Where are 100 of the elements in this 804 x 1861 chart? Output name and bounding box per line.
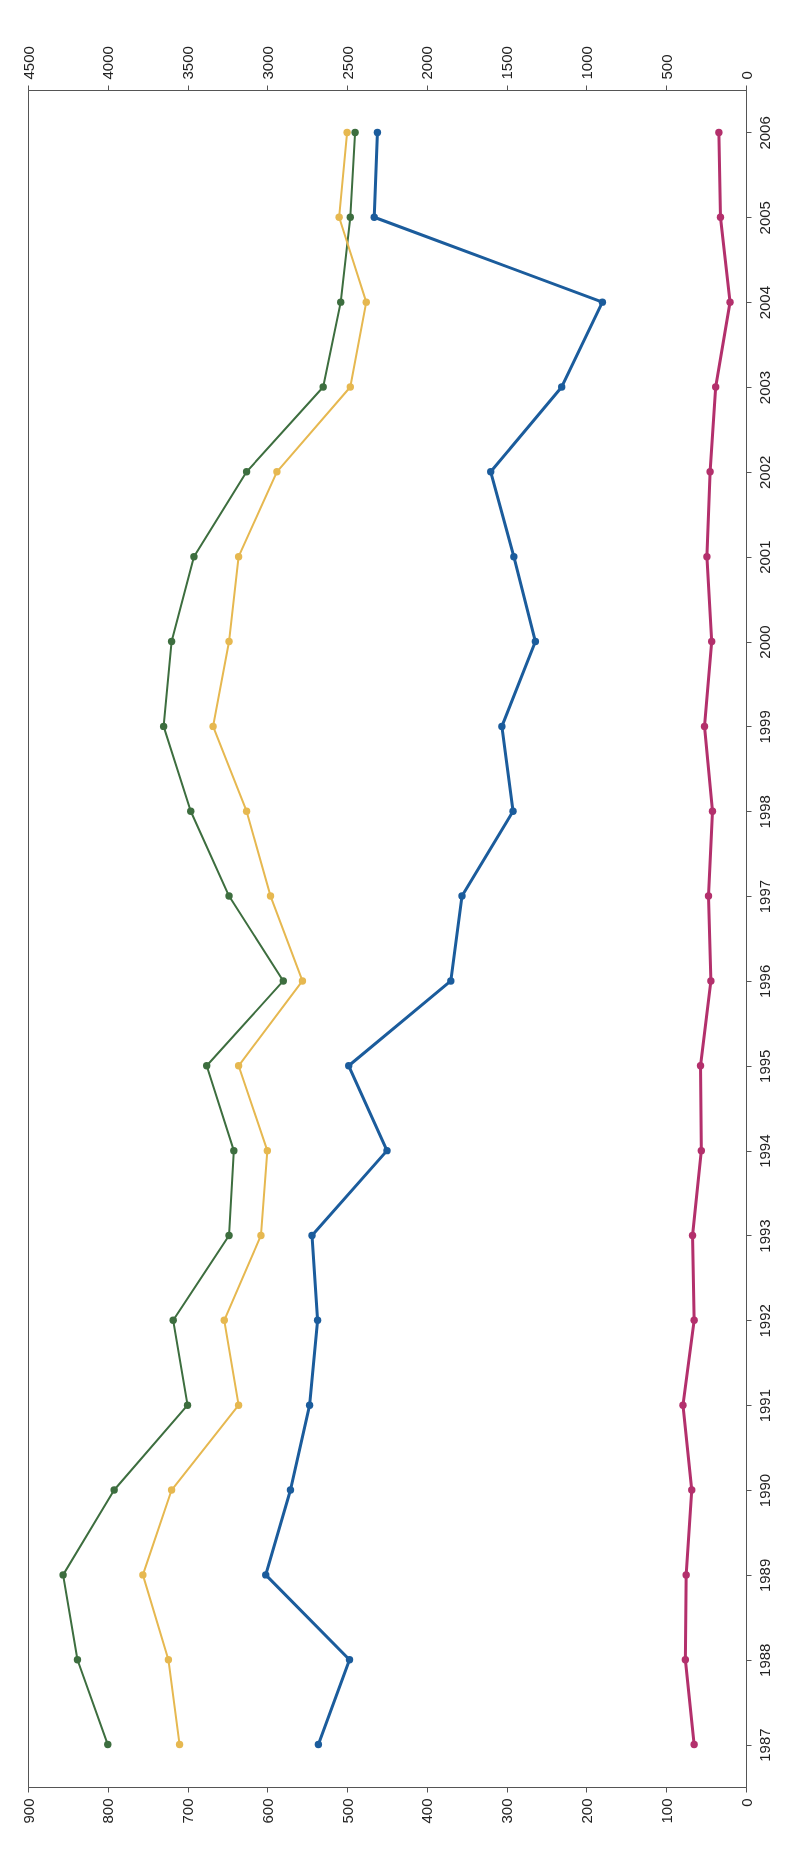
point [266,892,275,900]
x-tick-label: 600 [258,1798,276,1824]
point [257,1231,265,1240]
point [298,977,307,985]
point [139,1571,147,1579]
point [335,213,343,221]
point [707,637,716,646]
point [337,298,345,306]
point [263,1146,272,1155]
point [313,1316,322,1325]
y-tick-label: 1997 [755,879,773,914]
point [234,1401,243,1409]
point [558,383,566,391]
point [279,977,287,985]
y-tick-label: 1989 [755,1558,773,1593]
point [458,892,466,900]
point [345,1656,354,1664]
point [346,383,355,391]
point [202,1062,211,1070]
point [314,1740,323,1749]
point [598,298,607,306]
y-tick-label: 2002 [755,455,773,490]
point [704,892,713,900]
point [447,977,455,985]
y-tick-label: 1999 [755,710,773,744]
point [373,128,382,137]
point [697,1146,706,1155]
point [220,1316,228,1325]
point [509,807,517,815]
y-tick-label: 1987 [755,1728,773,1762]
point [370,213,378,221]
y-tick-label: 1998 [755,795,773,829]
point [159,722,168,731]
point [706,468,714,476]
x2-tick-label: 1500 [498,46,516,80]
point [273,468,281,476]
y-tick-label: 1994 [755,1134,773,1168]
point [688,1231,697,1240]
point [707,977,715,985]
point [73,1656,82,1664]
point [167,637,176,646]
point [726,298,734,306]
x2-tick-label: 3000 [258,46,276,80]
x-tick-label: 100 [657,1798,675,1824]
x2-tick-label: 2000 [418,46,436,80]
point [234,1062,243,1070]
x2-tick-label: 2500 [338,46,356,80]
point [59,1571,67,1579]
x-tick-label: 300 [498,1798,516,1824]
y-tick-label: 1993 [755,1219,773,1253]
point [230,1146,238,1155]
x2-tick-label: 500 [657,54,675,80]
point [234,552,243,561]
point [110,1486,118,1494]
y-tick-label: 1992 [755,1304,773,1338]
point [715,128,723,137]
point [711,383,720,391]
point [175,1740,184,1749]
point [362,298,370,306]
x-tick-label: 0 [737,1798,755,1807]
point [498,722,506,731]
x2-tick-label: 3500 [179,46,197,80]
point [351,128,359,137]
point [679,1401,687,1409]
point [187,807,195,815]
point [690,1316,698,1325]
x-tick-label: 900 [19,1798,37,1824]
point [682,1571,690,1579]
point [286,1486,295,1494]
x-tick-label: 800 [99,1798,117,1824]
point [688,1486,696,1494]
point [167,1486,176,1494]
point [383,1146,391,1155]
x-tick-label: 200 [577,1798,595,1824]
point [242,468,251,476]
point [487,468,495,476]
point [225,637,233,646]
point [343,128,351,137]
point [308,1231,316,1240]
point [700,722,709,731]
point [169,1316,177,1325]
point [690,1740,698,1749]
y-tick-label: 2000 [755,625,773,659]
x2-tick-label: 4000 [99,46,117,80]
point [703,552,711,561]
point [696,1062,705,1070]
point [262,1571,270,1579]
point [225,892,233,900]
y-tick-label: 2005 [755,201,773,235]
point [708,807,717,815]
y-tick-label: 1995 [755,1049,773,1083]
x2-tick-label: 0 [737,71,755,80]
y-tick-label: 2001 [755,540,773,574]
y-tick-label: 1991 [755,1388,773,1423]
point [104,1740,112,1749]
y-tick-label: 1988 [755,1643,773,1677]
point [531,637,540,646]
point [225,1231,233,1240]
y-tick-label: 1990 [755,1473,773,1508]
x2-tick-label: 4500 [19,46,37,80]
